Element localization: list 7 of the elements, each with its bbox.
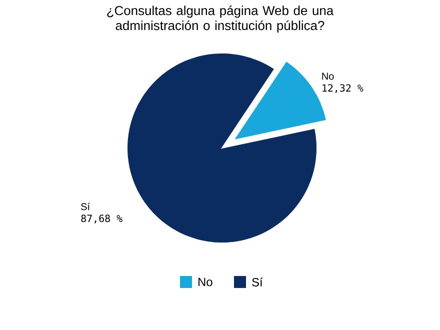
data-label: 12,32 % [322,84,364,93]
data-label: 87,68 % [81,214,122,224]
slice-label: Sí [81,202,90,210]
legend-label: Sí [252,278,263,286]
chart-title: ¿Consultas alguna página Web de una administración o institución pública? [107,6,334,33]
slice-label: No [322,72,334,80]
legend-label: No [198,278,212,286]
